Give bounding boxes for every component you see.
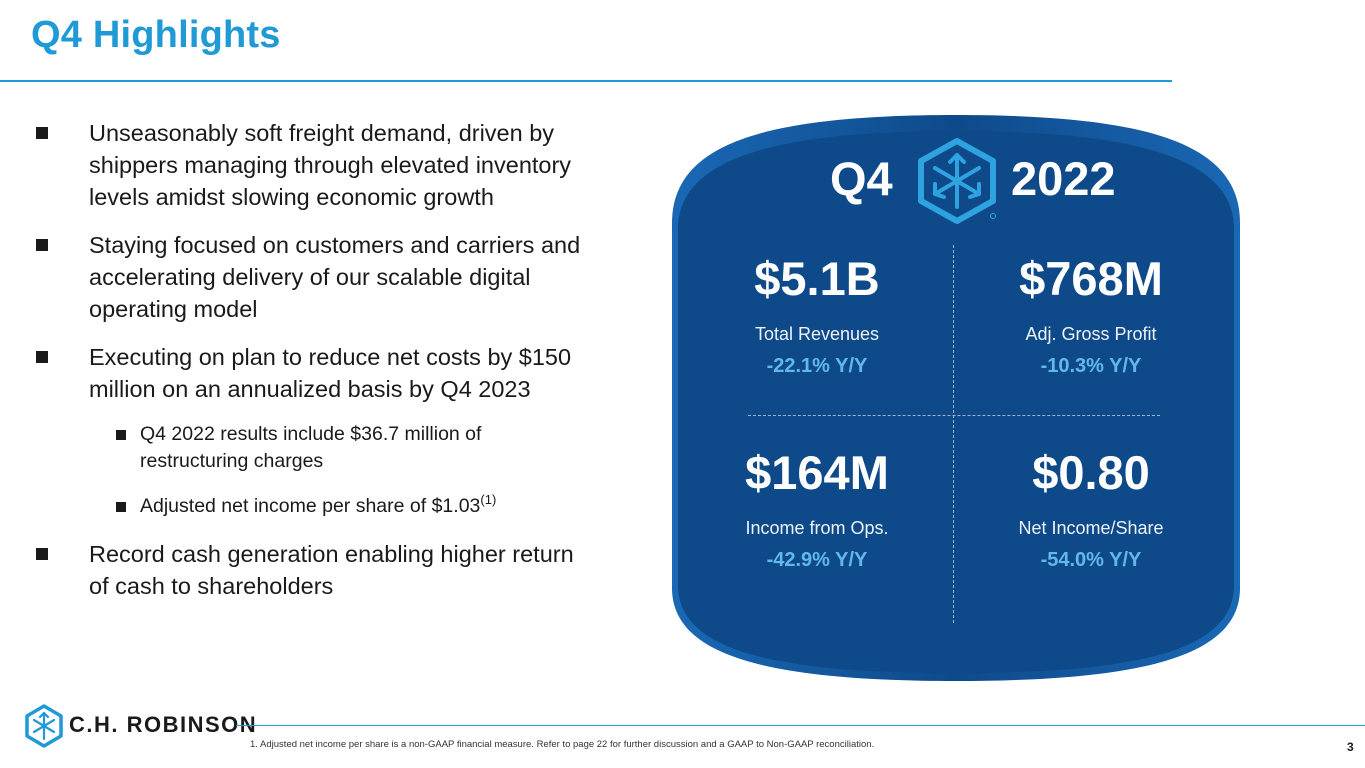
- bullet-item: Record cash generation enabling higher r…: [34, 538, 594, 602]
- panel-quarter: Q4: [830, 152, 893, 205]
- bullet-square-icon: [116, 502, 126, 512]
- footer-rule: [236, 725, 1365, 726]
- bullet-square-icon: [36, 127, 48, 139]
- metric-income-from-ops: $164M Income from Ops. -42.9% Y/Y: [672, 446, 962, 572]
- footnote-reference: (1): [480, 492, 497, 507]
- metric-value: $0.80: [1032, 446, 1150, 499]
- page-title: Q4 Highlights: [31, 14, 281, 56]
- metric-adj-gross-profit: $768M Adj. Gross Profit -10.3% Y/Y: [946, 252, 1236, 378]
- sub-bullet-item: Adjusted net income per share of $1.03(1…: [34, 493, 594, 520]
- sub-bullet-text: Q4 2022 results include $36.7 million of…: [140, 423, 482, 472]
- bullet-square-icon: [36, 239, 48, 251]
- sub-bullet-text: Adjusted net income per share of $1.03: [140, 495, 481, 517]
- bullet-text: Unseasonably soft freight demand, driven…: [89, 120, 572, 210]
- bullet-item: Executing on plan to reduce net costs by…: [34, 341, 594, 405]
- panel-background: [672, 115, 1240, 681]
- metric-change: -22.1% Y/Y: [766, 355, 868, 377]
- metric-label: Total Revenues: [754, 324, 880, 344]
- panel-year: 2022: [1011, 152, 1116, 205]
- metric-change: -10.3% Y/Y: [1040, 355, 1142, 377]
- bullet-text: Staying focused on customers and carrier…: [89, 232, 581, 322]
- footnote: 1. Adjusted net income per share is a no…: [250, 739, 875, 750]
- q4-results-panel: Q4 2022 $5.1B Total Revenues -22.1% Y/Y …: [670, 113, 1242, 683]
- brand-name: C.H. ROBINSON: [69, 712, 258, 737]
- metric-value: $164M: [745, 446, 889, 499]
- metric-label: Income from Ops.: [745, 518, 889, 538]
- bullet-square-icon: [116, 430, 126, 440]
- panel-divider-vertical: [953, 245, 954, 623]
- title-underline: [0, 80, 1172, 82]
- metric-net-income-per-share: $0.80 Net Income/Share -54.0% Y/Y: [946, 446, 1236, 572]
- metric-value: $768M: [1019, 252, 1163, 305]
- metric-label: Net Income/Share: [1018, 518, 1164, 538]
- metric-label: Adj. Gross Profit: [1025, 324, 1157, 344]
- bullet-square-icon: [36, 351, 48, 363]
- chr-hexagon-logo-icon: [918, 138, 996, 224]
- bullet-text: Executing on plan to reduce net costs by…: [89, 344, 572, 402]
- metric-total-revenues: $5.1B Total Revenues -22.1% Y/Y: [672, 252, 962, 378]
- sub-bullet-item: Q4 2022 results include $36.7 million of…: [34, 421, 594, 475]
- highlights-list: Unseasonably soft freight demand, driven…: [34, 117, 594, 618]
- panel-divider-horizontal: [748, 415, 1160, 416]
- metric-value: $5.1B: [754, 252, 880, 305]
- metric-change: -42.9% Y/Y: [766, 549, 868, 571]
- page-number: 3: [1347, 740, 1354, 754]
- bullet-item: Unseasonably soft freight demand, driven…: [34, 117, 594, 213]
- metric-change: -54.0% Y/Y: [1040, 549, 1142, 571]
- bullet-text: Record cash generation enabling higher r…: [89, 541, 574, 599]
- bullet-item: Staying focused on customers and carrier…: [34, 229, 594, 325]
- chr-footer-logo-icon: [25, 704, 63, 748]
- bullet-square-icon: [36, 548, 48, 560]
